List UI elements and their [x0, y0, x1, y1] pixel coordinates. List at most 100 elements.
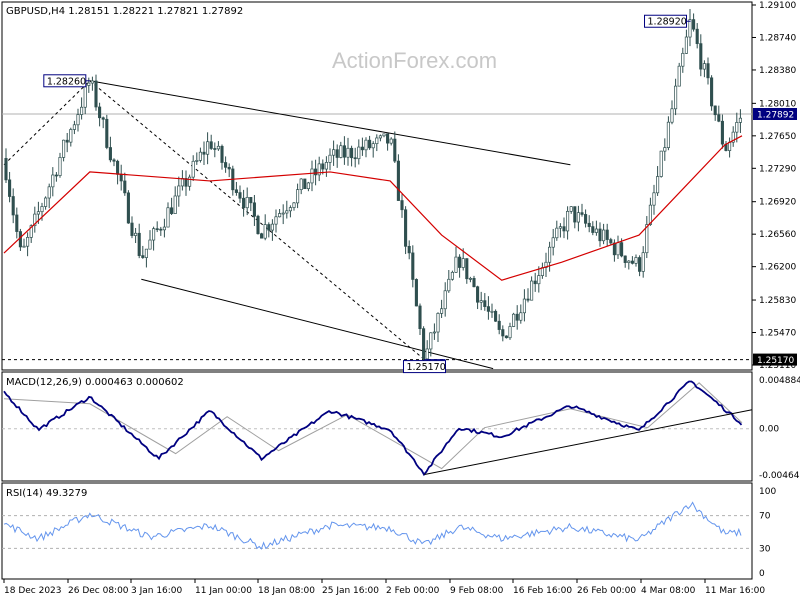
candle — [382, 133, 386, 138]
candle — [368, 135, 372, 150]
candle-body — [234, 189, 238, 193]
price-tick-label: 1.25470 — [759, 329, 796, 339]
x-tick-label: 25 Jan 16:00 — [322, 586, 379, 596]
support-price-marker — [753, 353, 797, 366]
candle-body — [688, 19, 692, 38]
candle-body — [605, 229, 609, 240]
candle — [738, 109, 742, 134]
candle-body — [306, 182, 310, 190]
candle — [137, 223, 141, 259]
candle — [486, 296, 490, 320]
price-tick-label: 1.28740 — [759, 33, 796, 43]
candle-body — [494, 310, 498, 322]
candle — [404, 206, 408, 255]
candle — [47, 183, 51, 209]
candle-body — [501, 329, 505, 337]
candle-body — [587, 222, 591, 227]
candle-body — [126, 192, 130, 224]
candle-body — [299, 178, 303, 190]
candle — [684, 29, 688, 54]
candle-body — [486, 306, 490, 312]
candle — [425, 340, 429, 362]
candle — [465, 258, 469, 284]
candle — [720, 114, 724, 149]
candle-body — [569, 206, 573, 212]
price-tick-label: 1.26200 — [759, 263, 796, 273]
candle-body — [8, 179, 12, 197]
candle-body — [238, 192, 242, 199]
candle-body — [36, 211, 40, 215]
candle — [681, 47, 685, 73]
candle-body — [360, 146, 364, 151]
candle-body — [717, 114, 721, 122]
candle-body — [458, 256, 462, 268]
candle — [173, 186, 177, 215]
candle-body — [422, 328, 426, 360]
candle-body — [11, 196, 15, 216]
candle — [76, 108, 80, 132]
candle-body — [544, 261, 548, 268]
candle-body — [15, 214, 19, 232]
candle — [429, 332, 433, 357]
candle-body — [256, 215, 260, 235]
candle-body — [620, 242, 624, 257]
candle — [450, 270, 454, 281]
candle-body — [450, 271, 454, 280]
candle-body — [242, 197, 246, 209]
candle — [386, 133, 390, 151]
candle-body — [468, 278, 472, 280]
candle-body — [314, 168, 318, 176]
candle-body — [105, 118, 109, 148]
candle-body — [555, 227, 559, 239]
candle-body — [612, 242, 616, 256]
candle — [634, 254, 638, 267]
candle — [591, 221, 595, 236]
candle — [422, 326, 426, 366]
candle-body — [670, 108, 674, 123]
macd-line — [3, 380, 743, 477]
candle — [101, 116, 105, 129]
candle-body — [134, 232, 138, 236]
candle-body — [51, 174, 55, 188]
candle — [476, 285, 480, 310]
candle — [494, 309, 498, 322]
candle — [184, 170, 188, 196]
annotation-box — [644, 14, 688, 28]
candle — [170, 197, 174, 216]
candle — [508, 322, 512, 340]
candle-body — [378, 135, 382, 139]
macd-trendline — [424, 409, 753, 476]
candle — [371, 141, 375, 158]
candle-body — [677, 65, 681, 87]
candle-body — [353, 157, 357, 160]
price-tick-label: 1.26920 — [759, 198, 796, 208]
candle — [44, 196, 48, 210]
candle-body — [425, 348, 429, 360]
candle-body — [461, 258, 465, 268]
current-price-label: 1.27892 — [757, 110, 794, 120]
candle-body — [303, 178, 307, 190]
candle-body — [342, 145, 346, 158]
candle — [270, 219, 274, 241]
candle — [274, 209, 278, 233]
candle-body — [663, 147, 667, 152]
candle — [360, 137, 364, 156]
candle — [51, 167, 55, 197]
candle — [263, 214, 267, 241]
candle — [15, 207, 19, 239]
candle — [26, 232, 30, 257]
candle — [166, 202, 170, 228]
candle — [260, 232, 264, 239]
support-price-label: 1.25170 — [757, 356, 794, 366]
candle-body — [368, 139, 372, 149]
candle — [357, 139, 361, 165]
candle — [234, 181, 238, 196]
candle-body — [634, 257, 638, 264]
candle — [659, 150, 663, 178]
candle-body — [656, 176, 660, 194]
candle — [278, 209, 282, 218]
candle-body — [710, 77, 714, 107]
candle-body — [386, 133, 390, 144]
candle-body — [328, 154, 332, 163]
moving-average-line — [3, 135, 743, 281]
